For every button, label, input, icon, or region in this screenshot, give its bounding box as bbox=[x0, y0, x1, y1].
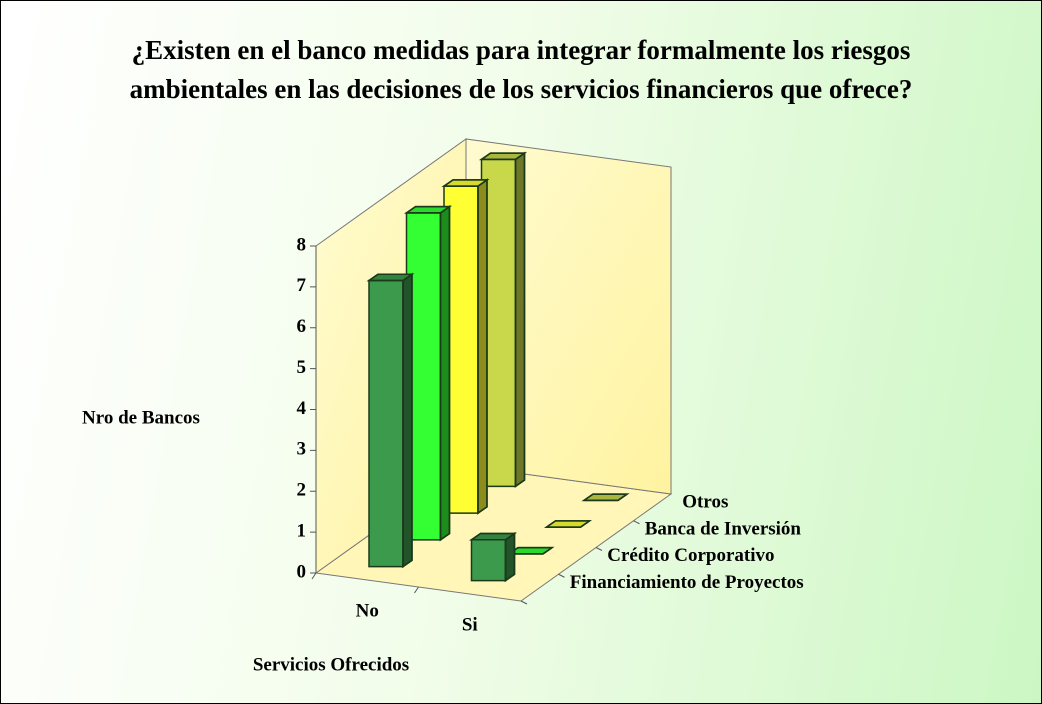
bar-shade bbox=[439, 205, 451, 542]
bar-shade bbox=[504, 532, 516, 583]
depth-tick bbox=[558, 573, 565, 578]
y-tick-label: 7 bbox=[297, 275, 307, 296]
bar-shade bbox=[581, 493, 630, 502]
bar-shade bbox=[544, 520, 592, 528]
x-tick-label: Si bbox=[462, 614, 478, 635]
y-tick-label: 0 bbox=[297, 561, 307, 582]
y-tick-label: 6 bbox=[297, 316, 307, 337]
y-tick-label: 4 bbox=[297, 398, 307, 419]
depth-tick bbox=[595, 547, 603, 551]
x-axis-title: Servicios Ofrecidos bbox=[253, 654, 409, 675]
y-tick-label: 1 bbox=[297, 520, 307, 541]
bar bbox=[404, 205, 452, 542]
bar-shade bbox=[514, 151, 526, 488]
y-tick-label: 5 bbox=[297, 357, 307, 378]
bar-shade bbox=[506, 546, 555, 555]
bar bbox=[581, 493, 630, 502]
bar-face bbox=[470, 539, 507, 582]
chart-title: ¿Existen en el banco medidas para integr… bbox=[129, 35, 913, 104]
bar-face bbox=[368, 279, 404, 568]
y-tick-label: 8 bbox=[297, 234, 307, 255]
x-tick bbox=[311, 572, 317, 580]
depth-label: Banca de Inversión bbox=[645, 518, 802, 539]
x-tick bbox=[414, 586, 419, 594]
bar-shade bbox=[441, 179, 490, 187]
depth-label: Crédito Corporativo bbox=[607, 545, 774, 566]
depth-label: Otros bbox=[682, 492, 728, 513]
bar-shade bbox=[366, 273, 415, 282]
bar bbox=[469, 532, 517, 583]
bar bbox=[366, 272, 415, 569]
x-tick-label: No bbox=[356, 600, 379, 621]
bar bbox=[441, 178, 490, 515]
y-tick-label: 3 bbox=[297, 439, 307, 460]
depth-tick bbox=[520, 600, 528, 605]
bar-shade bbox=[477, 178, 488, 515]
bar-shade bbox=[404, 205, 452, 214]
depth-label: Financiamiento de Proyectos bbox=[570, 572, 804, 593]
bar-shade bbox=[402, 272, 413, 569]
bar-shade bbox=[479, 152, 527, 161]
depth-tick bbox=[633, 520, 640, 525]
y-axis-title: Nro de Bancos bbox=[82, 407, 200, 428]
bar bbox=[506, 546, 555, 555]
bar bbox=[479, 151, 527, 488]
y-tick-label: 2 bbox=[297, 480, 307, 501]
bar bbox=[544, 520, 592, 528]
bar-shade bbox=[469, 532, 517, 541]
